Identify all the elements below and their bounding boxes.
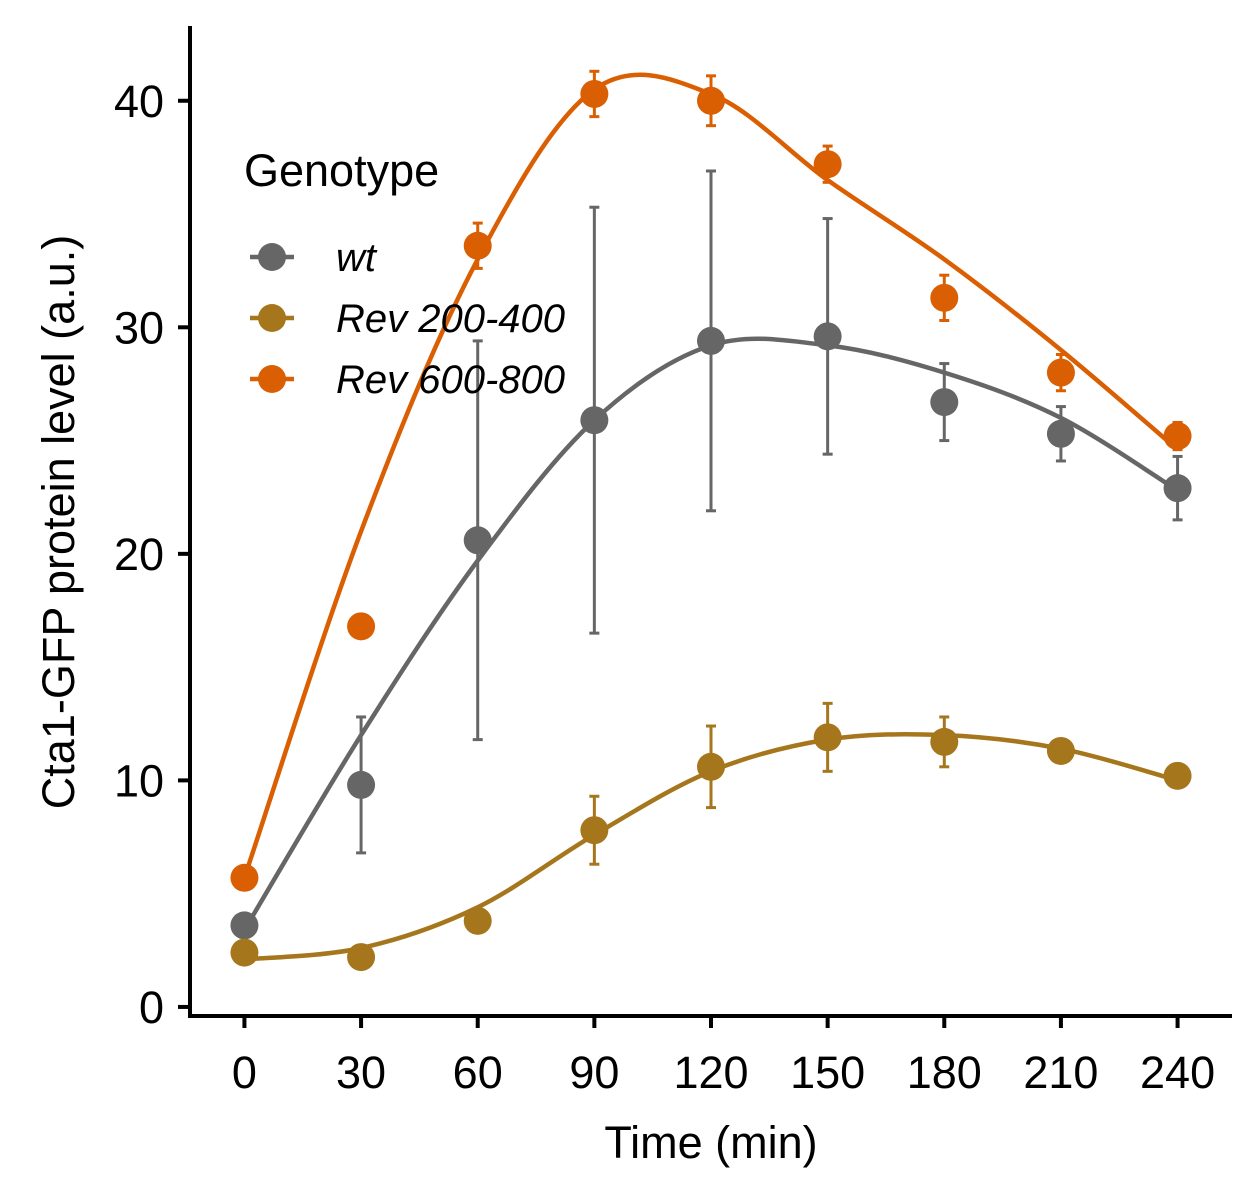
y-tick-label: 20 — [114, 529, 164, 580]
point-wt — [230, 911, 259, 940]
y-axis-ticks: 0 10 20 30 40 — [114, 76, 190, 1033]
x-axis-title: Time (min) — [604, 1117, 817, 1168]
point-wt — [1163, 474, 1192, 503]
point-rev-200-400 — [813, 723, 842, 752]
legend-item: Rev 600-800 — [250, 358, 565, 402]
point-rev-200-400 — [580, 816, 609, 845]
legend-key-point — [258, 365, 286, 393]
x-tick-label: 60 — [453, 1047, 503, 1098]
y-tick-label: 10 — [114, 755, 164, 806]
x-tick-label: 240 — [1140, 1047, 1215, 1098]
legend: Genotype wt Rev 200-400 Rev 600-800 — [244, 145, 565, 402]
point-wt — [697, 326, 725, 355]
fit-line-wt — [242, 336, 1179, 932]
legend-key-point — [258, 304, 286, 332]
point-rev-600-800 — [347, 612, 376, 641]
legend-item: Rev 200-400 — [250, 297, 565, 341]
fit-line-rev-600-800 — [242, 72, 1180, 879]
point-rev-600-800 — [463, 231, 492, 260]
legend-label: wt — [336, 236, 378, 280]
legend-key-point — [258, 243, 286, 271]
x-tick-label: 90 — [569, 1047, 619, 1098]
point-rev-200-400 — [463, 906, 492, 935]
x-tick-label: 150 — [790, 1047, 865, 1098]
legend-title: Genotype — [244, 145, 439, 196]
point-wt — [930, 388, 959, 417]
point-rev-600-800 — [1163, 422, 1192, 451]
point-rev-200-400 — [1046, 736, 1075, 765]
point-rev-600-800 — [230, 863, 259, 892]
x-tick-label: 0 — [232, 1047, 257, 1098]
x-tick-label: 210 — [1023, 1047, 1098, 1098]
x-tick-label: 120 — [673, 1047, 748, 1098]
point-wt — [1046, 419, 1075, 448]
x-tick-label: 30 — [336, 1047, 386, 1098]
error-bars — [239, 69, 1183, 966]
point-rev-600-800 — [930, 283, 959, 312]
point-rev-600-800 — [1046, 358, 1075, 387]
point-wt — [580, 406, 609, 435]
y-axis-title: Cta1-GFP protein level (a.u.) — [33, 235, 84, 809]
point-rev-600-800 — [580, 79, 609, 108]
legend-label: Rev 600-800 — [336, 358, 565, 402]
point-rev-200-400 — [1163, 761, 1192, 790]
point-wt — [347, 770, 376, 799]
point-rev-200-400 — [230, 938, 259, 967]
legend-items: wt Rev 200-400 Rev 600-800 — [250, 236, 565, 402]
point-rev-600-800 — [813, 150, 842, 179]
legend-label: Rev 200-400 — [336, 297, 565, 341]
point-rev-600-800 — [697, 86, 725, 115]
y-tick-label: 0 — [139, 982, 164, 1033]
y-tick-label: 30 — [114, 302, 164, 353]
point-wt — [813, 322, 842, 351]
y-tick-label: 40 — [114, 76, 164, 127]
legend-item: wt — [250, 236, 378, 280]
x-axis-ticks: 0 30 60 90 120 150 180 210 240 — [232, 1016, 1215, 1098]
point-rev-200-400 — [697, 752, 725, 781]
point-rev-200-400 — [347, 943, 376, 972]
point-wt — [463, 526, 492, 555]
point-rev-200-400 — [930, 727, 959, 756]
x-tick-label: 180 — [907, 1047, 982, 1098]
data-points — [230, 79, 1192, 972]
